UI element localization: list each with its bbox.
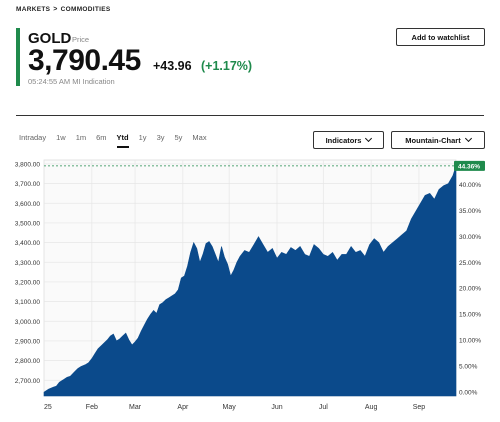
range-selector: Intraday 1w 1m 6m Ytd 1y 3y 5y Max [19,133,217,148]
y-tick-label: 3,700.00 [15,181,41,188]
y-tick-label: 3,300.00 [15,260,41,267]
range-ytd[interactable]: Ytd [116,133,129,148]
breadcrumb-separator: > [53,6,58,13]
x-tick-label: Jun [271,404,282,411]
last-price-badge [454,160,485,171]
y-tick-label: 3,600.00 [15,201,41,208]
chevron-down-icon [464,134,472,143]
add-to-watchlist-button[interactable]: Add to watchlist [396,28,485,46]
y-tick-label: 3,800.00 [15,161,41,168]
chart-type-label: Mountain-Chart [405,135,461,145]
range-1y[interactable]: 1y [138,133,147,142]
pct-tick-label: 35.00% [459,208,481,215]
quote-accent-bar [16,28,20,86]
range-6m[interactable]: 6m [96,133,107,142]
quote-change: +43.96 [153,59,192,73]
indicators-label: Indicators [325,135,362,145]
quote-timestamp: 05:24:55 AM MI Indication [28,77,115,86]
breadcrumb-commodities[interactable]: COMMODITIES [60,6,111,13]
pct-tick-label: 0.00% [459,390,478,397]
x-tick-label: 25 [44,404,52,411]
breadcrumb: MARKETS > COMMODITIES [16,6,111,13]
range-max[interactable]: Max [192,133,207,142]
x-tick-label: Jul [319,404,328,411]
quote-price: 3,790.45 [28,44,141,77]
indicators-dropdown[interactable]: Indicators [313,131,384,149]
pct-tick-label: 10.00% [459,338,481,345]
y-tick-label: 3,100.00 [15,299,41,306]
y-tick-label: 2,800.00 [15,358,41,365]
y-tick-label: 2,900.00 [15,338,41,345]
chart-type-dropdown[interactable]: Mountain-Chart [391,131,485,149]
x-tick-label: Feb [86,404,98,411]
pct-tick-label: 40.00% [459,182,481,189]
price-area [43,165,457,397]
price-chart[interactable]: 3,800.00 3,700.00 3,600.00 3,500.00 3,400.00… [0,150,500,415]
pct-tick-label: 25.00% [459,260,481,267]
y-tick-label: 3,500.00 [15,220,41,227]
y-tick-label: 3,200.00 [15,279,41,286]
pct-tick-label: 30.00% [459,234,481,241]
x-tick-label: Aug [365,404,378,411]
quote-symbol: GOLD [28,30,72,47]
range-1m[interactable]: 1m [75,133,87,142]
breadcrumb-markets[interactable]: MARKETS [16,6,51,13]
y-tick-label: 3,000.00 [15,319,41,326]
chevron-down-icon [365,134,373,143]
y-tick-label: 2,700.00 [15,378,41,385]
y-tick-label: 3,400.00 [15,240,41,247]
range-1w[interactable]: 1w [56,133,66,142]
pct-tick-label: 15.00% [459,312,481,319]
range-5y[interactable]: 5y [174,133,183,142]
pct-tick-label: 5.00% [459,364,478,371]
quote-change-percent: (+1.17%) [201,59,253,73]
x-tick-label: Apr [177,404,189,411]
range-3y[interactable]: 3y [156,133,165,142]
x-tick-label: May [223,404,237,411]
last-price-badge-label: 44.36% [458,163,480,170]
range-intraday[interactable]: Intraday [19,133,47,142]
x-tick-label: Sep [413,404,426,411]
x-tick-label: Mar [129,404,142,411]
pct-tick-label: 20.00% [459,286,481,293]
quote-symbol-sub: Price [72,35,90,44]
section-divider [16,115,484,116]
